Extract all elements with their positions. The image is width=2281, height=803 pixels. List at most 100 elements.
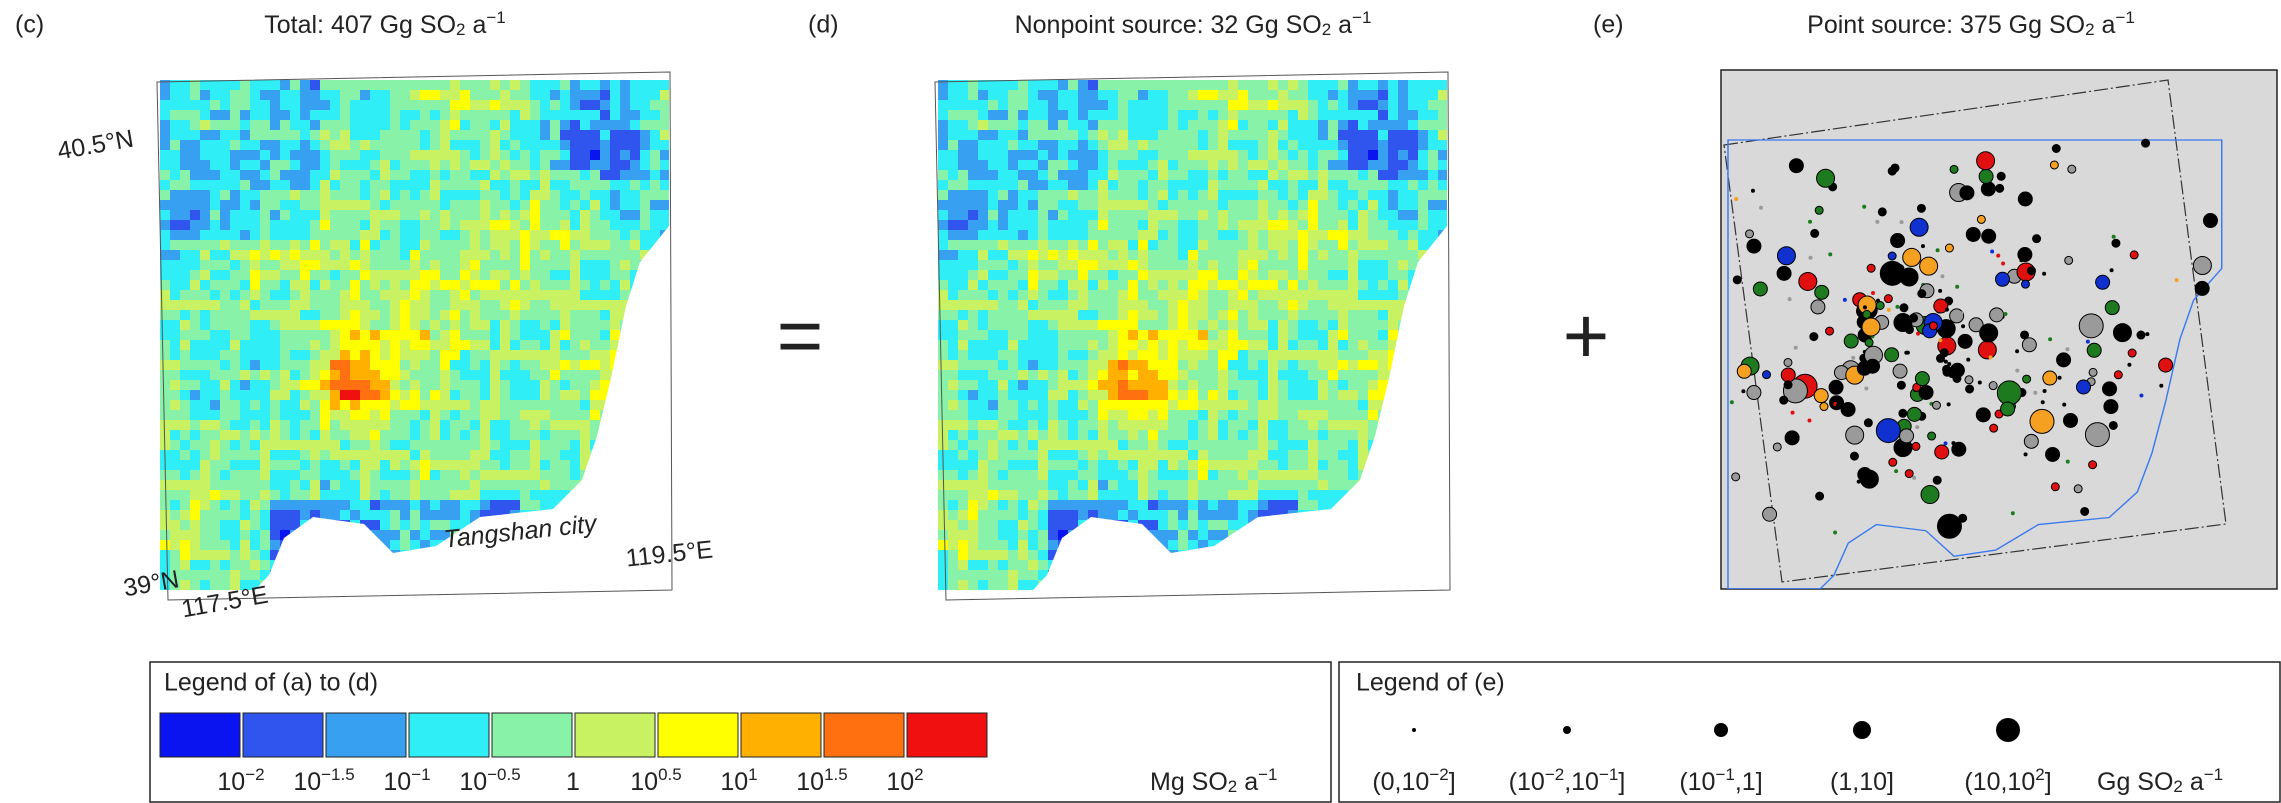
raster-cell	[520, 160, 531, 171]
raster-cell	[1398, 140, 1409, 151]
raster-cell	[300, 570, 311, 581]
raster-cell	[1428, 430, 1439, 441]
raster-cell	[320, 360, 331, 371]
raster-cell	[1308, 470, 1319, 481]
raster-cell	[1438, 320, 1449, 331]
raster-cell	[1248, 110, 1259, 121]
raster-cell	[968, 340, 979, 351]
raster-cell	[460, 110, 471, 121]
raster-cell	[570, 120, 581, 131]
raster-cell	[1388, 180, 1399, 191]
raster-cell	[1438, 180, 1449, 191]
raster-cell	[1388, 80, 1399, 91]
raster-cell	[998, 190, 1009, 201]
raster-cell	[1198, 80, 1209, 91]
raster-cell	[1368, 250, 1379, 261]
raster-cell	[360, 120, 371, 131]
raster-cell	[1298, 190, 1309, 201]
raster-cell	[550, 360, 561, 371]
raster-cell	[1328, 260, 1339, 271]
raster-cell	[410, 460, 421, 471]
raster-cell	[1048, 220, 1059, 231]
raster-cell	[620, 290, 631, 301]
raster-cell	[948, 470, 959, 481]
raster-cell	[660, 480, 671, 491]
raster-cell	[580, 270, 591, 281]
raster-cell	[460, 410, 471, 421]
raster-cell	[510, 440, 521, 451]
raster-cell	[210, 560, 221, 571]
raster-cell	[580, 560, 591, 571]
raster-cell	[520, 220, 531, 231]
raster-cell	[958, 300, 969, 311]
raster-cell	[1408, 490, 1419, 501]
raster-cell	[630, 80, 641, 91]
raster-cell	[1128, 490, 1139, 501]
raster-cell	[270, 160, 281, 171]
raster-cell	[260, 100, 271, 111]
raster-cell	[500, 270, 511, 281]
raster-cell	[1188, 260, 1199, 271]
raster-cell	[320, 380, 331, 391]
raster-cell	[1408, 400, 1419, 411]
raster-cell	[170, 360, 181, 371]
raster-cell	[240, 540, 251, 551]
raster-cell	[1008, 160, 1019, 171]
raster-cell	[310, 260, 321, 271]
raster-cell	[380, 120, 391, 131]
raster-cell	[390, 110, 401, 121]
raster-cell	[1168, 430, 1179, 441]
raster-cell	[1338, 470, 1349, 481]
raster-cell	[260, 410, 271, 421]
raster-cell	[560, 550, 571, 561]
raster-cell	[280, 290, 291, 301]
raster-cell	[1408, 280, 1419, 291]
raster-cell	[250, 90, 261, 101]
raster-cell	[1088, 320, 1099, 331]
raster-cell	[1288, 260, 1299, 271]
raster-cell	[550, 190, 561, 201]
raster-cell	[1228, 130, 1239, 141]
raster-cell	[1088, 220, 1099, 231]
raster-cell	[1368, 110, 1379, 121]
raster-cell	[1008, 340, 1019, 351]
raster-cell	[400, 360, 411, 371]
raster-cell	[300, 220, 311, 231]
raster-cell	[650, 510, 661, 521]
raster-cell	[360, 210, 371, 221]
raster-cell	[1248, 210, 1259, 221]
raster-cell	[948, 510, 959, 521]
raster-cell	[650, 400, 661, 411]
raster-cell	[330, 580, 341, 591]
raster-cell	[250, 130, 261, 141]
raster-cell	[170, 540, 181, 551]
raster-cell	[1258, 510, 1269, 521]
raster-cell	[1058, 140, 1069, 151]
raster-cell	[1258, 360, 1269, 371]
raster-cell	[360, 560, 371, 571]
raster-cell	[290, 190, 301, 201]
raster-cell	[290, 250, 301, 261]
raster-cell	[1348, 290, 1359, 301]
raster-cell	[250, 380, 261, 391]
raster-cell	[1368, 140, 1379, 151]
raster-cell	[610, 580, 621, 591]
raster-cell	[948, 170, 959, 181]
raster-cell	[1138, 90, 1149, 101]
raster-cell	[270, 570, 281, 581]
raster-cell	[1258, 280, 1269, 291]
raster-cell	[410, 400, 421, 411]
raster-cell	[1098, 170, 1109, 181]
raster-cell	[550, 160, 561, 171]
raster-cell	[1158, 100, 1169, 111]
raster-cell	[1108, 170, 1119, 181]
raster-cell	[1298, 480, 1309, 491]
raster-cell	[1378, 220, 1389, 231]
raster-cell	[160, 390, 171, 401]
raster-cell	[1068, 200, 1079, 211]
raster-cell	[660, 360, 671, 371]
raster-cell	[1098, 520, 1109, 531]
raster-cell	[1258, 120, 1269, 131]
raster-cell	[1028, 330, 1039, 341]
raster-cell	[620, 110, 631, 121]
